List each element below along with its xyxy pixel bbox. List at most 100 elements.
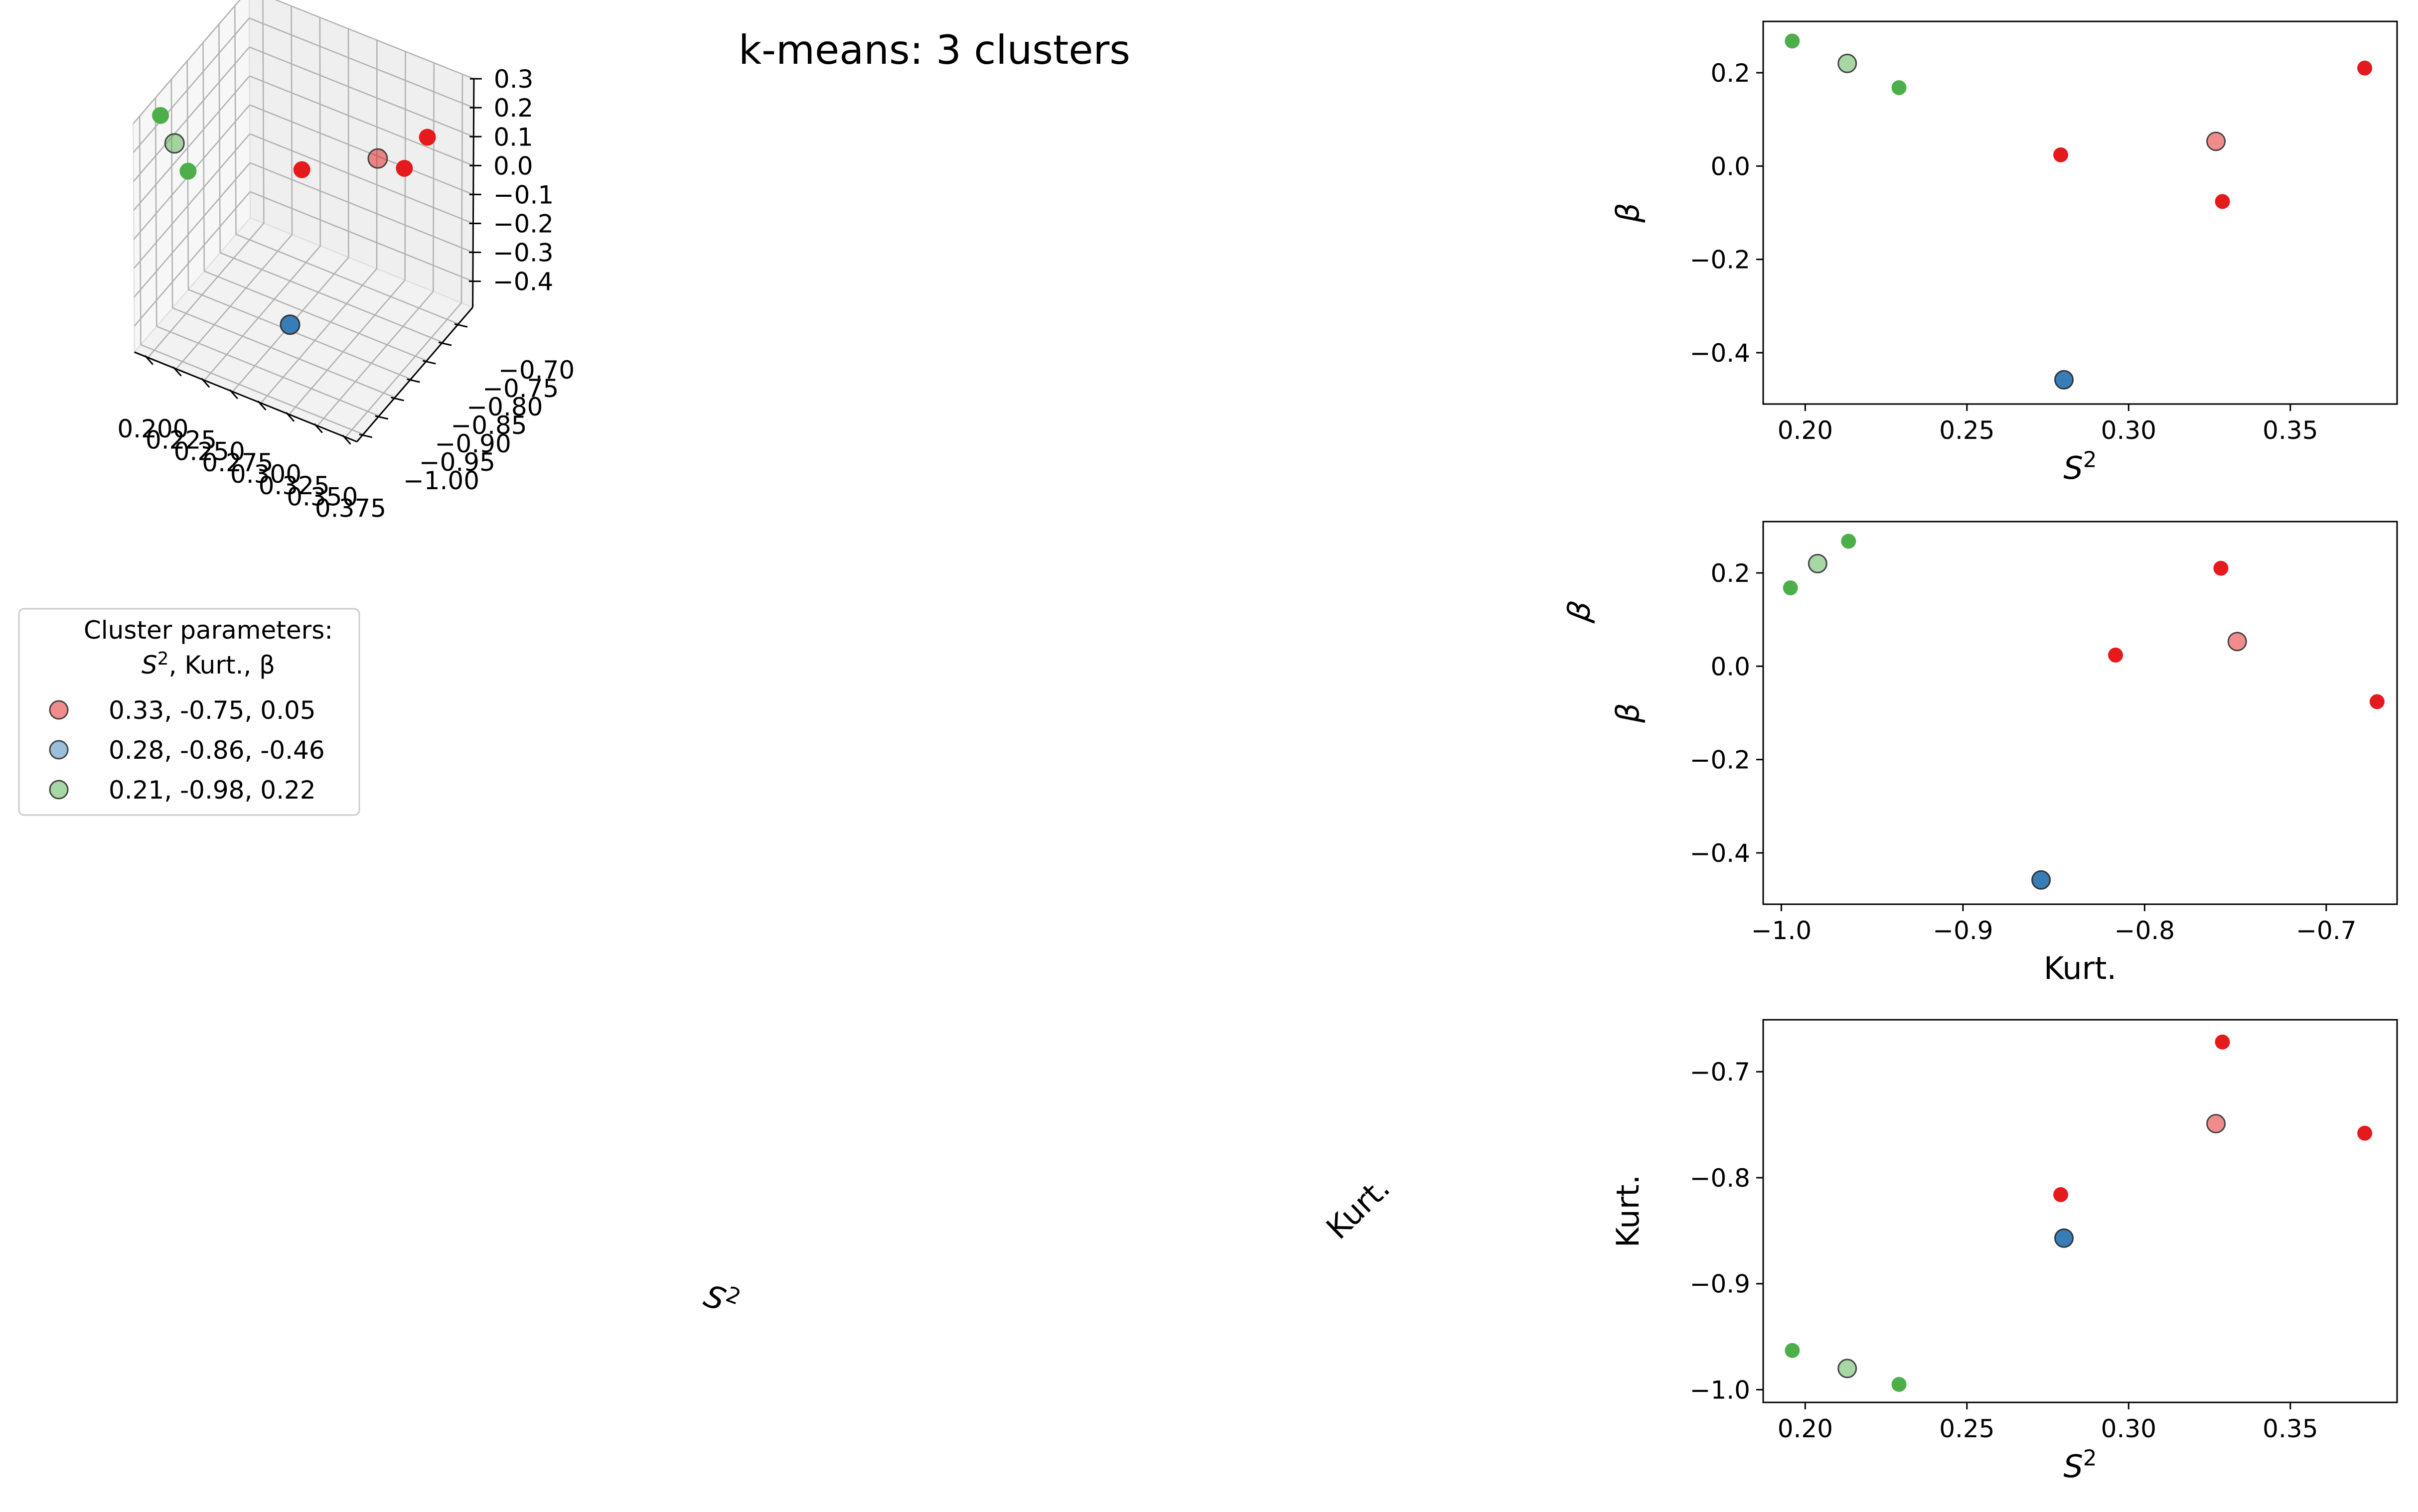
y-tick-label: −0.7 [1690, 1058, 1750, 1087]
grid-line [260, 268, 377, 404]
grid-line [172, 307, 396, 399]
z-tick-label: 0.2 [494, 94, 534, 123]
grid-line [147, 223, 265, 358]
grid-line [140, 344, 364, 435]
centroid-point [1808, 553, 1827, 573]
grid-line [134, 191, 251, 327]
grid-line [262, 0, 265, 224]
grid-line [234, 5, 237, 235]
x-tick-label: 0.25 [1939, 1414, 1994, 1443]
grid-line [249, 133, 473, 224]
legend: Cluster parameters: S2, Kurt., β 0.33, -0.… [18, 608, 360, 816]
grid-line [175, 234, 293, 370]
legend-marker [49, 740, 69, 760]
y-tick-label: 0.0 [1710, 152, 1750, 181]
y-tick-label: 0.2 [1710, 559, 1750, 588]
y-tick-label: −0.4 [1690, 839, 1750, 868]
x-tick-label: −0.7 [2296, 916, 2356, 945]
y-tick-label: −1.0 [1690, 1375, 1750, 1404]
legend-box [18, 608, 360, 816]
y-tick-label: −1.00 [403, 466, 479, 495]
grid-line [156, 325, 380, 417]
grid-line [133, 0, 241, 124]
centroid-point [2054, 1228, 2074, 1248]
data-point [1891, 80, 1907, 95]
x-axis-label: S2 [2064, 1446, 2097, 1485]
x-tick-label: 0.35 [2263, 416, 2318, 445]
grid-line [316, 291, 434, 426]
data-point [419, 129, 436, 146]
scatter-3d-axes: 0.2000.2250.2500.2750.3000.3250.3500.375… [117, 0, 1599, 1318]
x-axis-label: S2 [2064, 447, 2097, 486]
y-tick [438, 341, 452, 346]
grid-line [133, 133, 251, 269]
data-point [1785, 33, 1800, 49]
x-tick-label: 0.350 [287, 483, 358, 512]
y-tick-label: −0.70 [498, 356, 575, 385]
x-tick-label: −0.8 [2115, 916, 2175, 945]
grid-line [133, 46, 250, 182]
y-tick [422, 360, 436, 365]
data-point [293, 161, 310, 178]
grid-line [460, 74, 463, 303]
z-tick-label: 0.1 [493, 123, 533, 151]
x-tick-label: 0.275 [202, 448, 273, 477]
x-axis-label: Kurt. [2044, 950, 2116, 986]
centroid-point [280, 314, 301, 335]
y-axis-line [356, 306, 473, 442]
z-tick-label: −0.2 [493, 209, 553, 238]
grid-line [249, 104, 474, 195]
x-tick [342, 434, 351, 445]
y-tick-label: −0.85 [451, 411, 527, 440]
x-tick-label: 0.30 [2101, 416, 2156, 445]
data-point [2053, 147, 2069, 162]
y-axis-label: β [1610, 203, 1646, 223]
x-tick-label: 0.325 [259, 471, 330, 500]
y-tick-label: −0.75 [482, 374, 559, 403]
x-tick-label: 0.20 [1778, 1414, 1833, 1443]
y-tick-label: −0.2 [1690, 246, 1750, 275]
grid-line [220, 252, 443, 343]
y-tick-label: −0.2 [1690, 746, 1750, 775]
x-tick [313, 423, 323, 433]
legend-entry-label: 0.21, -0.98, 0.22 [109, 776, 316, 805]
scatter-panel-s2-beta: 0.20 0.25 0.30 0.35 −0.4 −0.2 0.0 0.2 S2 β [1610, 20, 2398, 486]
x-tick [144, 355, 154, 365]
grid-line [250, 162, 473, 253]
grid-line [202, 42, 205, 272]
z-tick-label: 0.3 [494, 65, 534, 94]
x-tick [201, 378, 210, 388]
legend-entry-label: 0.33, -0.75, 0.05 [109, 696, 316, 725]
scatter-panel-kurt-beta: −1.0 −0.9 −0.8 −0.7 −0.4 −0.2 0.0 0.2 Kurt. β [1610, 521, 2398, 986]
y-tick [454, 323, 468, 328]
x-tick-label: −1.0 [1751, 916, 1812, 945]
centroid-point [1837, 1359, 1857, 1378]
centroid-point [1837, 53, 1857, 73]
centroid-point [2206, 132, 2226, 151]
y-axis-label: Kurt. [1610, 1175, 1646, 1247]
grid-line [433, 63, 435, 291]
x-tick-label: 0.25 [1939, 416, 1994, 445]
legend-marker [49, 700, 69, 720]
grid-line [154, 98, 157, 327]
grid-line [170, 79, 173, 308]
grid-line [188, 289, 411, 380]
data-point [2108, 647, 2123, 663]
x-tick-label: 0.35 [2263, 1414, 2318, 1443]
x-tick [172, 366, 182, 377]
grid-line [249, 17, 474, 109]
y-axis-label: Kurt. [1319, 1169, 1397, 1246]
chart-title: k-means: 3 clusters [739, 27, 1130, 73]
y-tick-label: −0.90 [435, 429, 511, 458]
centroid-point [367, 148, 388, 169]
centroid-point [2054, 370, 2074, 390]
grid-line [289, 279, 406, 415]
centroid-point [2031, 870, 2051, 890]
data-point [2213, 560, 2229, 576]
grid-line [204, 245, 321, 381]
x-tick-label: 0.30 [2101, 1414, 2156, 1443]
data-point [2053, 1187, 2069, 1203]
grid-line [236, 234, 459, 325]
y-tick [375, 415, 389, 420]
data-point [152, 107, 169, 124]
